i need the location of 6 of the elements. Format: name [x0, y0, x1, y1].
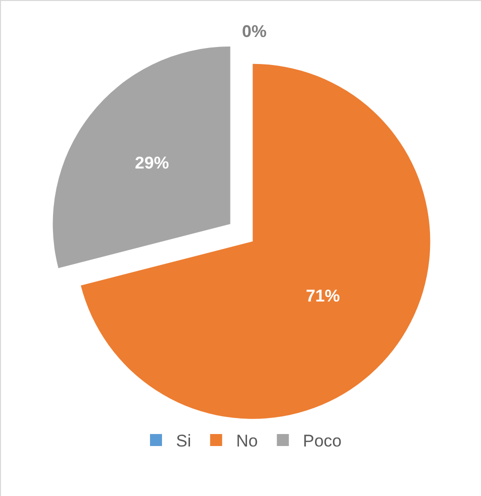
legend-label: No	[236, 432, 258, 451]
data-label: 29%	[134, 154, 169, 173]
legend-label: Si	[176, 432, 192, 451]
legend-label: Poco	[302, 432, 342, 451]
data-label: 71%	[306, 286, 340, 306]
text: 0%	[242, 22, 267, 41]
